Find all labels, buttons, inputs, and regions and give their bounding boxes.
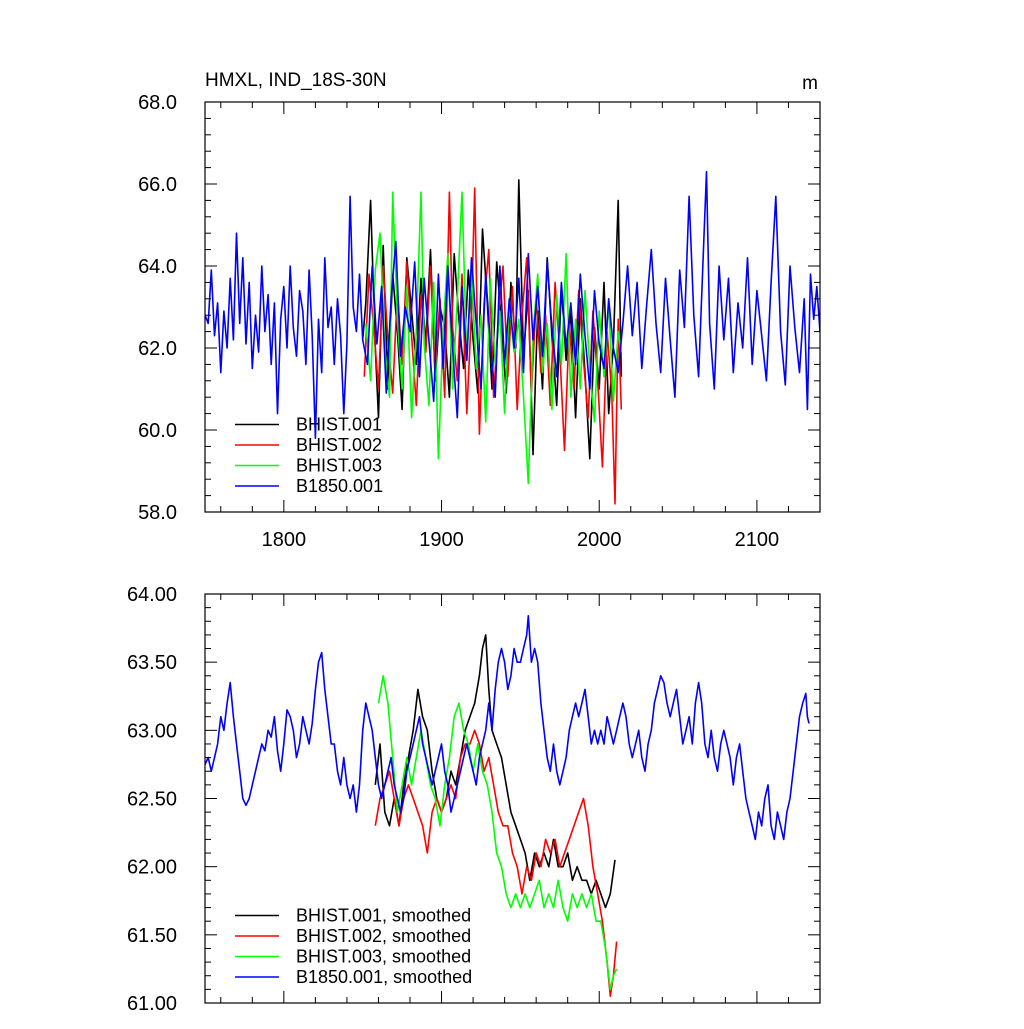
y-tick-label: 62.00 <box>127 857 177 879</box>
series-line-4 <box>205 170 820 439</box>
y-tick-label: 64.0 <box>138 256 177 278</box>
chart-panel-1: 1800 1900 2000 2100 58.0 60.0 62.0 64.0 66.0 68.0… <box>138 70 821 551</box>
series-line-2 <box>363 187 623 505</box>
x-tick-label: 2000 <box>577 529 622 551</box>
series-line-3 <box>365 191 623 485</box>
legend-label: BHIST.001 <box>296 415 382 435</box>
y-tick-label: 63.00 <box>127 720 177 742</box>
legend-label: BHIST.001, smoothed <box>296 906 471 926</box>
y-tick-label: 58.0 <box>138 502 177 524</box>
plot-frame <box>204 101 821 513</box>
series-group <box>205 615 810 997</box>
y-tick-label: 62.50 <box>127 789 177 811</box>
chart-panel-2: 61.00 61.50 62.00 62.50 63.00 63.50 64.00 BHIST… <box>127 584 821 1015</box>
chart-title: HMXL, IND_18S-30N <box>205 70 387 91</box>
legend-label: BHIST.002, smoothed <box>296 926 471 946</box>
x-tick-label: 1800 <box>262 529 307 551</box>
y-tick-label: 62.0 <box>138 338 177 360</box>
legend-label: B1850.001, smoothed <box>296 967 472 987</box>
y-tick-label: 60.0 <box>138 420 177 442</box>
legend-label: BHIST.003 <box>296 456 382 476</box>
x-tick-label: 1900 <box>419 529 464 551</box>
y-tick-label: 64.00 <box>127 584 177 606</box>
y-tick-label: 61.50 <box>127 925 177 947</box>
series-line-4 <box>205 615 810 841</box>
y-tick-label: 63.50 <box>127 652 177 674</box>
y-tick-label: 66.0 <box>138 174 177 196</box>
series-line-2 <box>374 729 618 997</box>
units-label: m <box>802 73 818 94</box>
series-group <box>205 170 820 505</box>
legend-label: BHIST.003, smoothed <box>296 947 471 967</box>
series-line-3 <box>377 675 618 991</box>
y-tick-label: 68.0 <box>138 92 177 114</box>
y-tick-label: 61.00 <box>127 993 177 1015</box>
series-line-1 <box>374 634 616 909</box>
legend-label: BHIST.002 <box>296 435 382 455</box>
legend-label: B1850.001 <box>296 476 383 496</box>
x-tick-label: 2100 <box>735 529 780 551</box>
